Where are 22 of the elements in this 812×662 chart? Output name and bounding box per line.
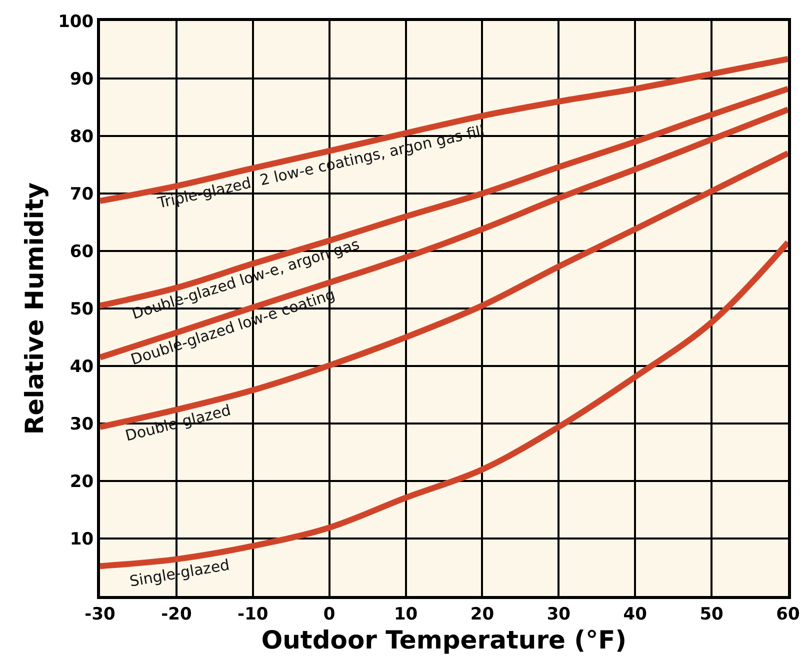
y-tick-label: 30 [70,414,94,434]
x-tick-label: 20 [470,604,494,624]
x-tick-label: 40 [623,604,648,624]
x-tick-label: 0 [323,604,336,624]
x-tick-label: -10 [238,604,268,624]
y-tick-label: 80 [70,126,94,147]
y-tick-label: 20 [70,472,94,492]
y-tick-label: 60 [70,242,94,262]
y-tick-label: 40 [70,356,94,377]
x-tick-label: -30 [84,604,116,624]
y-tick-label: 90 [70,69,94,90]
y-tick-label: 50 [70,299,94,320]
y-axis-title: Relative Humidity [20,182,49,435]
y-tick-label: 10 [70,529,94,550]
x-tick-label: 30 [546,604,571,624]
x-axis-title: Outdoor Temperature (°F) [261,625,627,654]
x-tick-label: -20 [161,604,192,624]
x-tick-label: 60 [776,604,800,624]
y-tick-label: 70 [70,184,94,204]
x-tick-label: 50 [700,604,724,624]
y-tick-label: 100 [58,12,94,32]
x-tick-label: 10 [394,604,418,624]
